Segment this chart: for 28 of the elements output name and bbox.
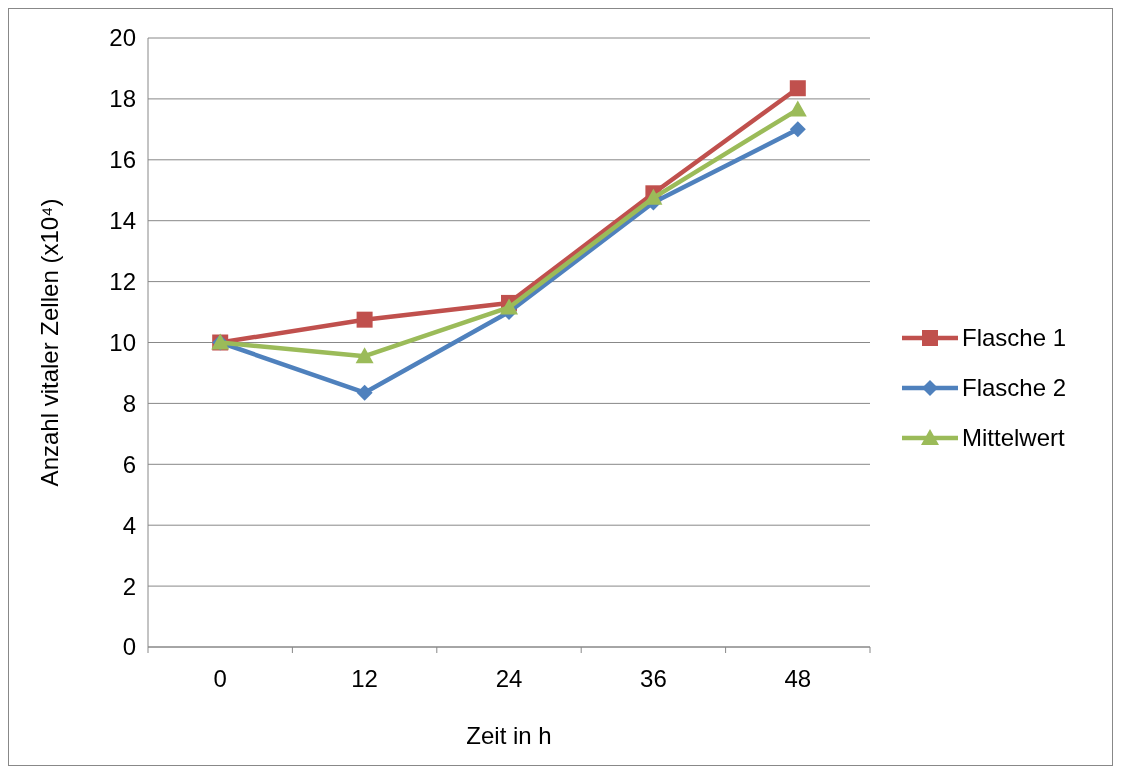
y-tick-label: 12	[109, 268, 136, 295]
point	[356, 311, 373, 328]
y-tick-label: 18	[109, 85, 136, 113]
legend-label: Flasche 1	[962, 324, 1067, 352]
y-axis-title: Anzahl vitaler Zellen (x10⁴)	[36, 198, 63, 487]
y-tick-label: 10	[109, 328, 136, 356]
y-tick-label: 20	[109, 24, 136, 52]
y-tick-label: 4	[122, 511, 136, 539]
x-tick-label: 24	[495, 665, 523, 692]
x-tick-label: 0	[213, 665, 227, 692]
legend-label: Flasche 2	[962, 374, 1067, 402]
point	[355, 347, 374, 364]
x-tick-label: 48	[784, 665, 812, 692]
x-tick-label: 36	[640, 665, 667, 692]
point	[356, 384, 373, 401]
point	[500, 298, 518, 315]
y-tick-label: 16	[109, 146, 136, 174]
point	[788, 100, 807, 117]
y-tick-label: 14	[109, 207, 136, 235]
point	[789, 80, 806, 97]
x-axis-title: Zeit in h	[466, 722, 552, 749]
y-tick-label: 6	[122, 450, 136, 478]
legend-label: Mittelwert	[962, 424, 1066, 452]
y-tick-label: 2	[122, 572, 136, 600]
y-tick-label: 8	[122, 389, 136, 417]
x-tick-label: 12	[351, 665, 378, 692]
point	[789, 121, 806, 138]
y-tick-label: 0	[122, 633, 136, 661]
